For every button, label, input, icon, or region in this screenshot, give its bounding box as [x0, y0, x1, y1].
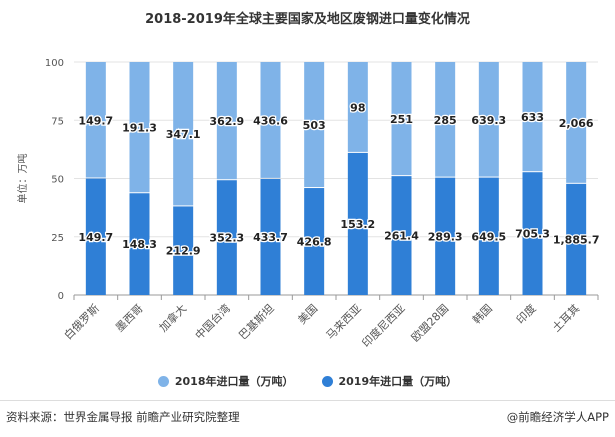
x-tick-label: 韩国 — [469, 301, 494, 326]
data-label-2019: 148.3 — [122, 238, 157, 251]
bar-2018 — [260, 62, 281, 178]
bar-2019 — [522, 172, 543, 295]
data-label-2019: 649.5 — [471, 230, 506, 243]
bar-2018 — [478, 62, 499, 177]
x-tick-label: 美国 — [296, 302, 321, 327]
data-label-2018: 639.3 — [471, 114, 506, 127]
data-label-2018: 2,066 — [559, 117, 594, 130]
bar-2018 — [129, 62, 150, 193]
bar-2019 — [216, 180, 237, 295]
x-tick-label: 中国台湾 — [192, 301, 233, 342]
bar-2018 — [566, 62, 587, 183]
y-tick-label: 75 — [51, 116, 64, 127]
bar-2019 — [129, 193, 150, 295]
bar-2019 — [478, 177, 499, 295]
y-tick-label: 25 — [51, 233, 64, 244]
bar-2018 — [347, 62, 368, 152]
x-tick-label: 墨西哥 — [113, 302, 146, 335]
data-label-2019: 289.3 — [428, 230, 463, 243]
stacked-bar-chart: 0 25 50 75 100 单位：万吨 149.7 149.7 白俄罗斯 148.3 191.3 墨… — [16, 58, 601, 350]
data-label-2019: 352.3 — [209, 232, 244, 245]
data-label-2019: 705.3 — [515, 228, 550, 241]
x-tick-label: 马来西亚 — [324, 302, 364, 342]
bar-2019 — [260, 178, 281, 295]
data-label-2019: 426.8 — [297, 236, 332, 249]
data-label-2019: 433.7 — [253, 231, 288, 244]
data-label-2018: 149.7 — [78, 114, 113, 127]
bar-2019 — [304, 188, 325, 295]
y-tick-label: 0 — [58, 291, 64, 302]
x-tick-label: 印度 — [513, 301, 538, 326]
bar-2019 — [85, 178, 106, 295]
legend-label-2018: 2018年进口量（万吨） — [174, 375, 294, 388]
legend-marker-2019 — [321, 375, 333, 387]
y-tick-label: 100 — [45, 58, 64, 69]
data-label-2018: 191.3 — [122, 122, 157, 135]
data-label-2018: 633 — [521, 111, 544, 124]
bar-2018 — [173, 62, 194, 206]
legend-label-2019: 2019年进口量（万吨） — [338, 375, 458, 388]
x-tick-label: 印度尼西亚 — [359, 301, 408, 350]
data-label-2019: 261.4 — [384, 230, 419, 243]
x-tick-label: 土耳其 — [550, 302, 583, 335]
bar-2018 — [391, 62, 412, 176]
data-label-2018: 362.9 — [209, 115, 244, 128]
data-label-2019: 212.9 — [166, 245, 201, 258]
legend-item-2018[interactable]: 2018年进口量（万吨） — [157, 373, 294, 389]
chart-title: 2018-2019年全球主要国家及地区废钢进口量变化情况 — [145, 12, 470, 27]
data-label-2018: 436.6 — [253, 114, 288, 127]
x-tick-label: 巴基斯坦 — [236, 301, 277, 342]
source-note: 资料来源：世界金属导报 前瞻产业研究院整理 — [6, 410, 240, 424]
bar-2018 — [216, 62, 237, 180]
legend-item-2019[interactable]: 2019年进口量（万吨） — [321, 373, 458, 389]
bar-2018 — [304, 62, 325, 188]
data-label-2018: 285 — [434, 114, 457, 127]
bar-2019 — [347, 152, 368, 295]
footer: 资料来源：世界金属导报 前瞻产业研究院整理 @前瞻经济学人APP — [0, 400, 615, 437]
y-tick-label: 50 — [51, 175, 64, 186]
data-label-2018: 347.1 — [166, 128, 201, 141]
data-label-2018: 503 — [303, 119, 326, 132]
bar-2018 — [522, 62, 543, 172]
bar-2019 — [566, 183, 587, 295]
legend: 2018年进口量（万吨） 2019年进口量（万吨） — [0, 373, 615, 389]
bar-2018 — [85, 62, 106, 178]
bar-2019 — [391, 176, 412, 295]
x-tick-label: 加拿大 — [156, 301, 189, 334]
bar-2018 — [435, 62, 456, 177]
bar-2019 — [173, 206, 194, 295]
data-label-2019: 1,885.7 — [553, 233, 600, 246]
x-tick-label: 白俄罗斯 — [61, 301, 102, 342]
data-label-2018: 251 — [390, 113, 413, 126]
legend-marker-2018 — [157, 375, 169, 387]
brand-label: @前瞻经济学人APP — [506, 410, 609, 424]
bar-2019 — [435, 177, 456, 295]
data-label-2019: 149.7 — [78, 231, 113, 244]
data-label-2019: 153.2 — [340, 218, 375, 231]
data-label-2018: 98 — [350, 101, 365, 114]
x-tick-label: 欧盟28国 — [409, 302, 451, 344]
y-axis-label: 单位：万吨 — [16, 154, 29, 204]
